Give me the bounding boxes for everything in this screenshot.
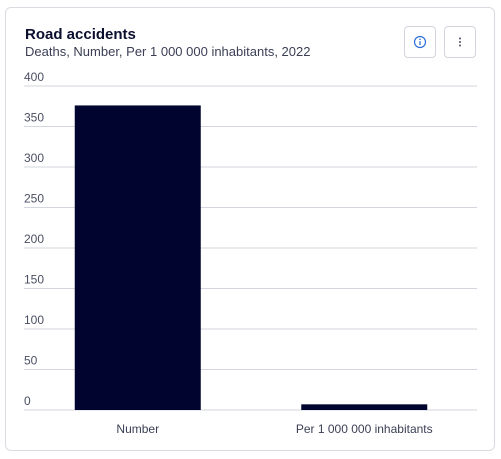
more-vertical-icon	[459, 37, 461, 47]
bar	[301, 404, 428, 410]
y-tick-label: 400	[24, 70, 44, 84]
info-circle-icon	[413, 35, 427, 49]
y-tick-label: 50	[24, 354, 38, 368]
x-category-label: Number	[116, 422, 159, 436]
bar	[74, 105, 201, 410]
y-tick-label: 100	[24, 313, 44, 327]
more-options-button[interactable]	[444, 26, 476, 58]
y-tick-label: 350	[24, 111, 44, 125]
y-tick-label: 0	[24, 394, 31, 408]
y-tick-label: 200	[24, 232, 44, 246]
y-tick-label: 150	[24, 273, 44, 287]
chart-title: Road accidents	[25, 26, 136, 43]
chart-subtitle: Deaths, Number, Per 1 000 000 inhabitant…	[25, 44, 311, 59]
x-category-label: Per 1 000 000 inhabitants	[296, 422, 433, 436]
y-tick-label: 250	[24, 192, 44, 206]
y-tick-label: 300	[24, 151, 44, 165]
info-button[interactable]	[404, 26, 436, 58]
